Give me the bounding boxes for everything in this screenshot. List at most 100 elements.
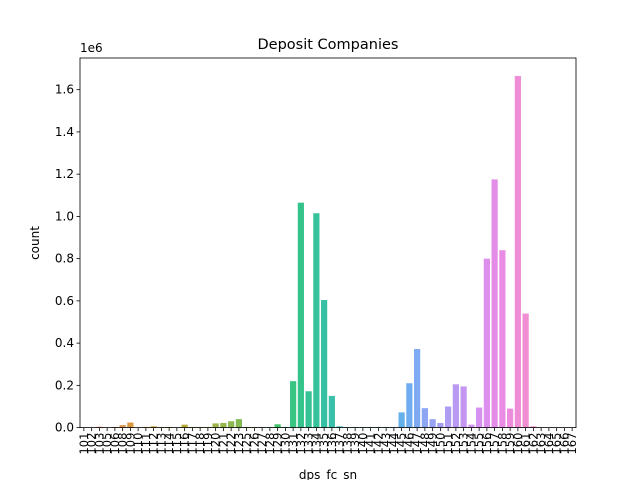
x-tick-label: 137 bbox=[333, 433, 347, 455]
x-tick-label: 141 bbox=[364, 433, 378, 455]
bar-137 bbox=[336, 426, 343, 428]
x-tick-label: 133 bbox=[302, 433, 316, 455]
x-tick-label: 140 bbox=[356, 433, 370, 455]
x-tick-label: 160 bbox=[511, 433, 525, 455]
bar-121 bbox=[220, 422, 227, 428]
y-tick-label: 1.4 bbox=[55, 125, 74, 139]
x-tick-label: 147 bbox=[410, 433, 424, 455]
x-tick-label: 136 bbox=[325, 433, 339, 455]
bar-152 bbox=[452, 384, 459, 428]
x-tick-label: 123 bbox=[232, 433, 246, 455]
x-tick-label: 105 bbox=[100, 433, 114, 455]
x-tick-label: 131 bbox=[286, 433, 300, 455]
x-tick-label: 148 bbox=[418, 433, 432, 455]
bar-136 bbox=[328, 395, 335, 428]
x-tick-label: 159 bbox=[503, 433, 517, 455]
bar-147 bbox=[414, 349, 421, 428]
y-tick-label: 0.4 bbox=[55, 336, 74, 350]
x-tick-label: 116 bbox=[178, 433, 192, 455]
bar-150 bbox=[437, 422, 444, 428]
x-tick-label: 135 bbox=[317, 433, 331, 455]
x-tick-label: 139 bbox=[348, 433, 362, 455]
y-tick-label: 0.2 bbox=[55, 378, 74, 392]
x-tick-label: 146 bbox=[402, 433, 416, 455]
x-tick-label: 103 bbox=[92, 433, 106, 455]
x-tick-label: 110 bbox=[131, 433, 145, 455]
x-tick-label: 138 bbox=[340, 433, 354, 455]
x-tick-label: 166 bbox=[557, 433, 571, 455]
x-tick-label: 155 bbox=[472, 433, 486, 455]
bar-133 bbox=[305, 391, 312, 428]
x-tick-label: 109 bbox=[123, 433, 137, 455]
bar-148 bbox=[421, 408, 428, 428]
bars-group bbox=[96, 75, 537, 428]
x-tick-label: 122 bbox=[224, 433, 238, 455]
bar-122 bbox=[228, 421, 235, 428]
x-tick-label: 126 bbox=[247, 433, 261, 455]
x-axis-label: dps_fc_sn bbox=[299, 468, 357, 480]
bar-146 bbox=[406, 383, 413, 428]
x-tick-label: 101 bbox=[77, 433, 91, 455]
x-tick-label: 112 bbox=[147, 433, 161, 455]
x-tick-label: 153 bbox=[457, 433, 471, 455]
x-tick-label: 115 bbox=[170, 433, 184, 455]
bar-116 bbox=[181, 424, 188, 428]
bar-108 bbox=[119, 425, 126, 428]
bar-134 bbox=[313, 213, 320, 428]
y-ticks-group: 0.0 0.2 0.4 0.6 0.8 1.0 1.2 1.4 1.6 bbox=[55, 83, 80, 435]
plot-frame bbox=[79, 57, 577, 429]
y-tick-label: 1.6 bbox=[55, 83, 74, 97]
bar-161 bbox=[522, 313, 529, 428]
x-tick-label: 108 bbox=[116, 433, 130, 455]
x-tick-label: 125 bbox=[240, 433, 254, 455]
x-tick-label: 129 bbox=[271, 433, 285, 455]
x-tick-label: 132 bbox=[294, 433, 308, 455]
x-tick-label: 120 bbox=[209, 433, 223, 455]
bar-153 bbox=[460, 386, 467, 428]
bar-131 bbox=[290, 381, 297, 428]
x-tick-label: 154 bbox=[464, 433, 478, 455]
bar-103 bbox=[96, 426, 103, 428]
x-tick-label: 130 bbox=[278, 433, 292, 455]
y-tick-label: 1.2 bbox=[55, 167, 74, 181]
x-tick-label: 121 bbox=[216, 433, 230, 455]
bar-135 bbox=[321, 300, 328, 428]
y-tick-label: 0.6 bbox=[55, 294, 74, 308]
x-tick-label: 144 bbox=[387, 433, 401, 455]
x-tick-label: 163 bbox=[534, 433, 548, 455]
x-tick-label: 106 bbox=[108, 433, 122, 455]
x-tick-label: 158 bbox=[495, 433, 509, 455]
bar-109 bbox=[127, 422, 134, 428]
x-tick-label: 165 bbox=[550, 433, 564, 455]
y-axis-label: count bbox=[28, 226, 42, 260]
bar-154 bbox=[468, 424, 475, 428]
bar-158 bbox=[499, 250, 506, 428]
x-tick-label: 114 bbox=[162, 433, 176, 455]
bar-156 bbox=[483, 258, 490, 428]
x-tick-label: 113 bbox=[154, 433, 168, 455]
x-tick-label: 143 bbox=[379, 433, 393, 455]
x-tick-label: 156 bbox=[480, 433, 494, 455]
x-tick-label: 102 bbox=[85, 433, 99, 455]
x-tick-label: 128 bbox=[263, 433, 277, 455]
x-tick-label: 164 bbox=[542, 433, 556, 455]
bar-145 bbox=[398, 412, 405, 428]
bar-149 bbox=[429, 419, 436, 428]
bar-155 bbox=[476, 407, 483, 428]
x-tick-label: 152 bbox=[449, 433, 463, 455]
bar-132 bbox=[297, 202, 304, 428]
x-tick-label: 161 bbox=[519, 433, 533, 455]
chart-title: Deposit Companies bbox=[258, 37, 399, 53]
bar-129 bbox=[274, 424, 281, 428]
bar-157 bbox=[491, 179, 498, 428]
bar-151 bbox=[445, 406, 452, 428]
x-tick-label: 162 bbox=[526, 433, 540, 455]
x-tick-label: 150 bbox=[433, 433, 447, 455]
x-tick-label: 111 bbox=[139, 433, 153, 455]
x-ticks-group: 1011021031051061081091101111121131141151… bbox=[77, 427, 579, 455]
x-tick-label: 151 bbox=[441, 433, 455, 455]
x-tick-label: 118 bbox=[193, 433, 207, 455]
bar-112 bbox=[150, 426, 157, 428]
x-tick-label: 142 bbox=[371, 433, 385, 455]
x-tick-label: 149 bbox=[426, 433, 440, 455]
